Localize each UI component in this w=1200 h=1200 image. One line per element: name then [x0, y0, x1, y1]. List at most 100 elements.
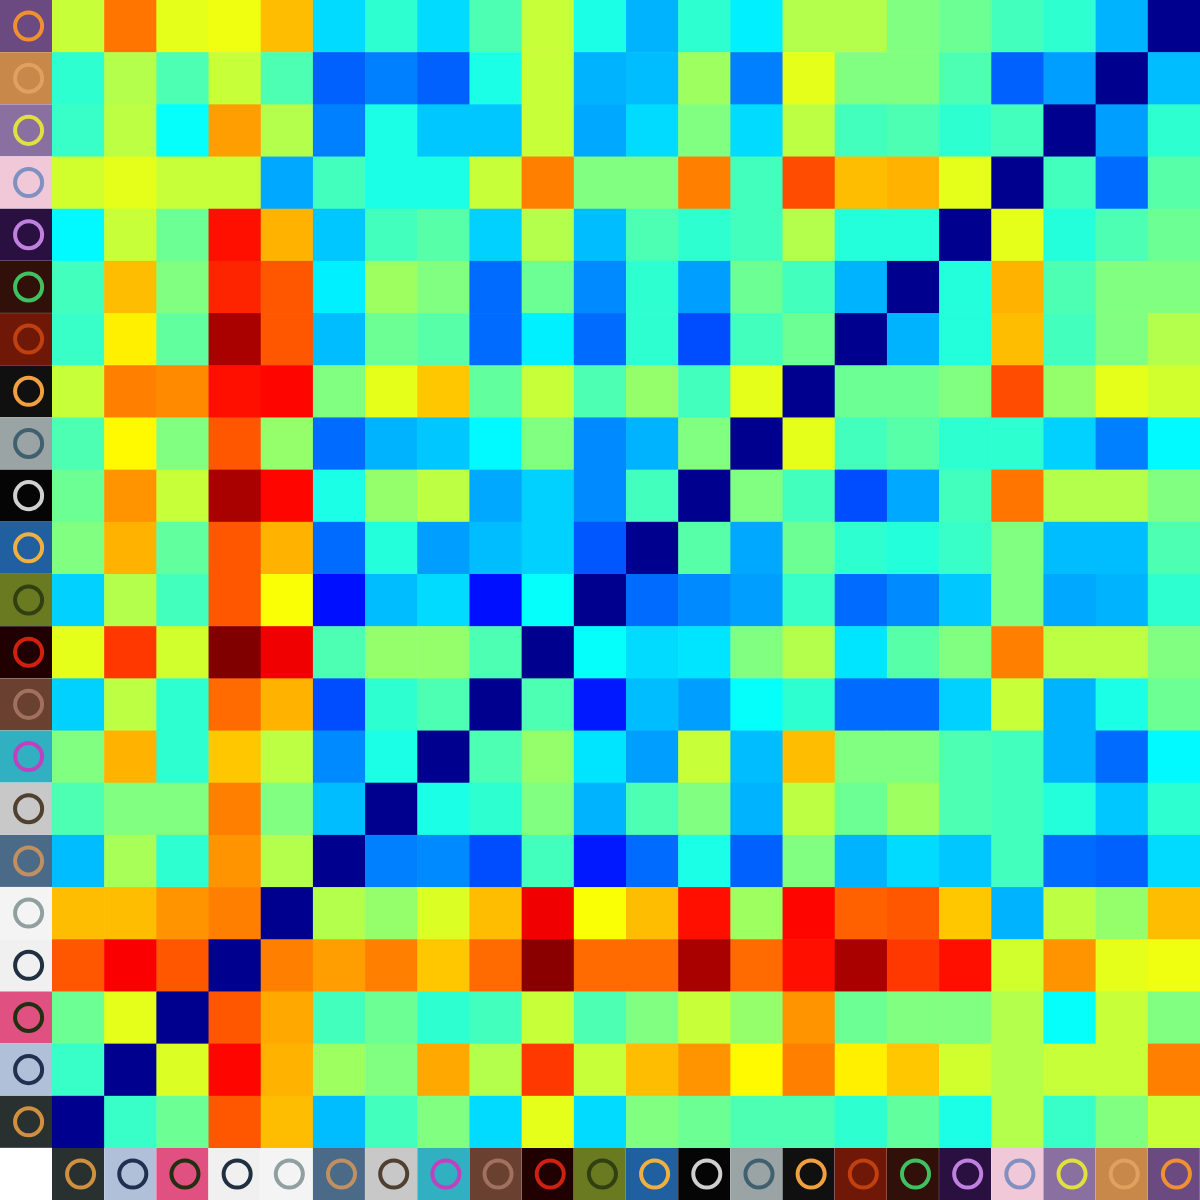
heatmap-cell [1043, 574, 1096, 627]
heatmap-cell [156, 313, 209, 366]
heatmap-cell [887, 157, 940, 210]
thumbnail-detail [1111, 1160, 1138, 1187]
heatmap-cell [313, 574, 366, 627]
heatmap-cell [313, 313, 366, 366]
heatmap-cell [730, 417, 783, 470]
heatmap-cell [1043, 157, 1096, 210]
heatmap-cell [261, 313, 314, 366]
heatmap-cell [730, 0, 783, 53]
heatmap-cell [104, 1096, 157, 1148]
heatmap-cell [104, 887, 157, 940]
heatmap-cell [104, 261, 157, 314]
heatmap-cell [1096, 1044, 1149, 1097]
heatmap-cell [1148, 52, 1200, 105]
heatmap-cell [261, 0, 314, 53]
thumbnail [1043, 1148, 1095, 1200]
heatmap-cell [1148, 731, 1200, 784]
heatmap-cell [574, 783, 627, 836]
heatmap-cell [939, 678, 992, 731]
heatmap-cell [261, 991, 314, 1044]
heatmap-cell [522, 731, 575, 784]
heatmap-cell [156, 783, 209, 836]
heatmap-cell [574, 731, 627, 784]
heatmap-cell [887, 574, 940, 627]
heatmap-cell [574, 887, 627, 940]
heatmap-cell [104, 626, 157, 679]
heatmap-cell [522, 470, 575, 523]
heatmap-cell [1148, 991, 1200, 1044]
heatmap-cell [261, 731, 314, 784]
heatmap-cell [887, 0, 940, 53]
thumbnail [0, 574, 52, 626]
heatmap-cell [887, 991, 940, 1044]
heatmap-cell [835, 887, 888, 940]
heatmap-cell [261, 887, 314, 940]
heatmap-cell [261, 52, 314, 105]
heatmap-cell [522, 835, 575, 888]
heatmap-cell [52, 0, 105, 53]
heatmap-cell [730, 157, 783, 210]
heatmap-cell [1148, 626, 1200, 679]
heatmap-cell [52, 887, 105, 940]
heatmap-cell [678, 574, 731, 627]
thumbnail-detail [380, 1160, 407, 1187]
heatmap-cell [626, 887, 679, 940]
heatmap-cell [1148, 313, 1200, 366]
thumbnail [0, 939, 52, 991]
heatmap-cell [52, 522, 105, 575]
heatmap-cell [626, 1044, 679, 1097]
thumbnail [574, 1148, 626, 1200]
heatmap-cell [522, 991, 575, 1044]
thumbnail [0, 991, 52, 1043]
heatmap-cell [835, 626, 888, 679]
heatmap-cell [1043, 522, 1096, 575]
heatmap-cell [574, 313, 627, 366]
heatmap-cell [678, 470, 731, 523]
heatmap-cell [730, 887, 783, 940]
heatmap-cell [104, 991, 157, 1044]
thumbnail [469, 1148, 521, 1200]
heatmap-cell [835, 417, 888, 470]
heatmap-cell [1096, 783, 1149, 836]
heatmap-cell [835, 522, 888, 575]
heatmap-cell [626, 835, 679, 888]
heatmap-cell [574, 0, 627, 53]
heatmap-cell [991, 470, 1044, 523]
heatmap-cell [417, 678, 470, 731]
heatmap-cell [522, 417, 575, 470]
heatmap-cell [730, 52, 783, 105]
heatmap-cell [156, 522, 209, 575]
heatmap-cell [209, 626, 262, 679]
heatmap-cell [209, 52, 262, 105]
heatmap-cell [209, 365, 262, 418]
thumbnail-detail [15, 326, 42, 353]
heatmap-cell [313, 0, 366, 53]
thumbnail [313, 1148, 365, 1200]
heatmap-cell [1096, 939, 1149, 992]
heatmap-cell [887, 470, 940, 523]
heatmap-cell [783, 0, 836, 53]
heatmap-cell [939, 939, 992, 992]
heatmap-cell [1096, 470, 1149, 523]
heatmap-cell [469, 209, 522, 262]
heatmap-cell [574, 365, 627, 418]
heatmap-cell [209, 783, 262, 836]
thumbnail-detail [15, 221, 42, 248]
thumbnail-detail [693, 1160, 720, 1187]
heatmap-cell [365, 209, 418, 262]
heatmap-cell [678, 1096, 731, 1148]
heatmap-cell [261, 209, 314, 262]
heatmap-cell [469, 678, 522, 731]
heatmap-cell [991, 313, 1044, 366]
heatmap-cell [469, 574, 522, 627]
heatmap-cell [1096, 991, 1149, 1044]
heatmap-cell [469, 939, 522, 992]
thumbnail [0, 522, 52, 574]
thumbnail [52, 1148, 104, 1200]
thumbnail-detail [276, 1160, 303, 1187]
heatmap-cell [574, 417, 627, 470]
heatmap-cell [104, 470, 157, 523]
heatmap-cell [887, 783, 940, 836]
thumbnail [261, 1148, 313, 1200]
heatmap-cell [522, 52, 575, 105]
